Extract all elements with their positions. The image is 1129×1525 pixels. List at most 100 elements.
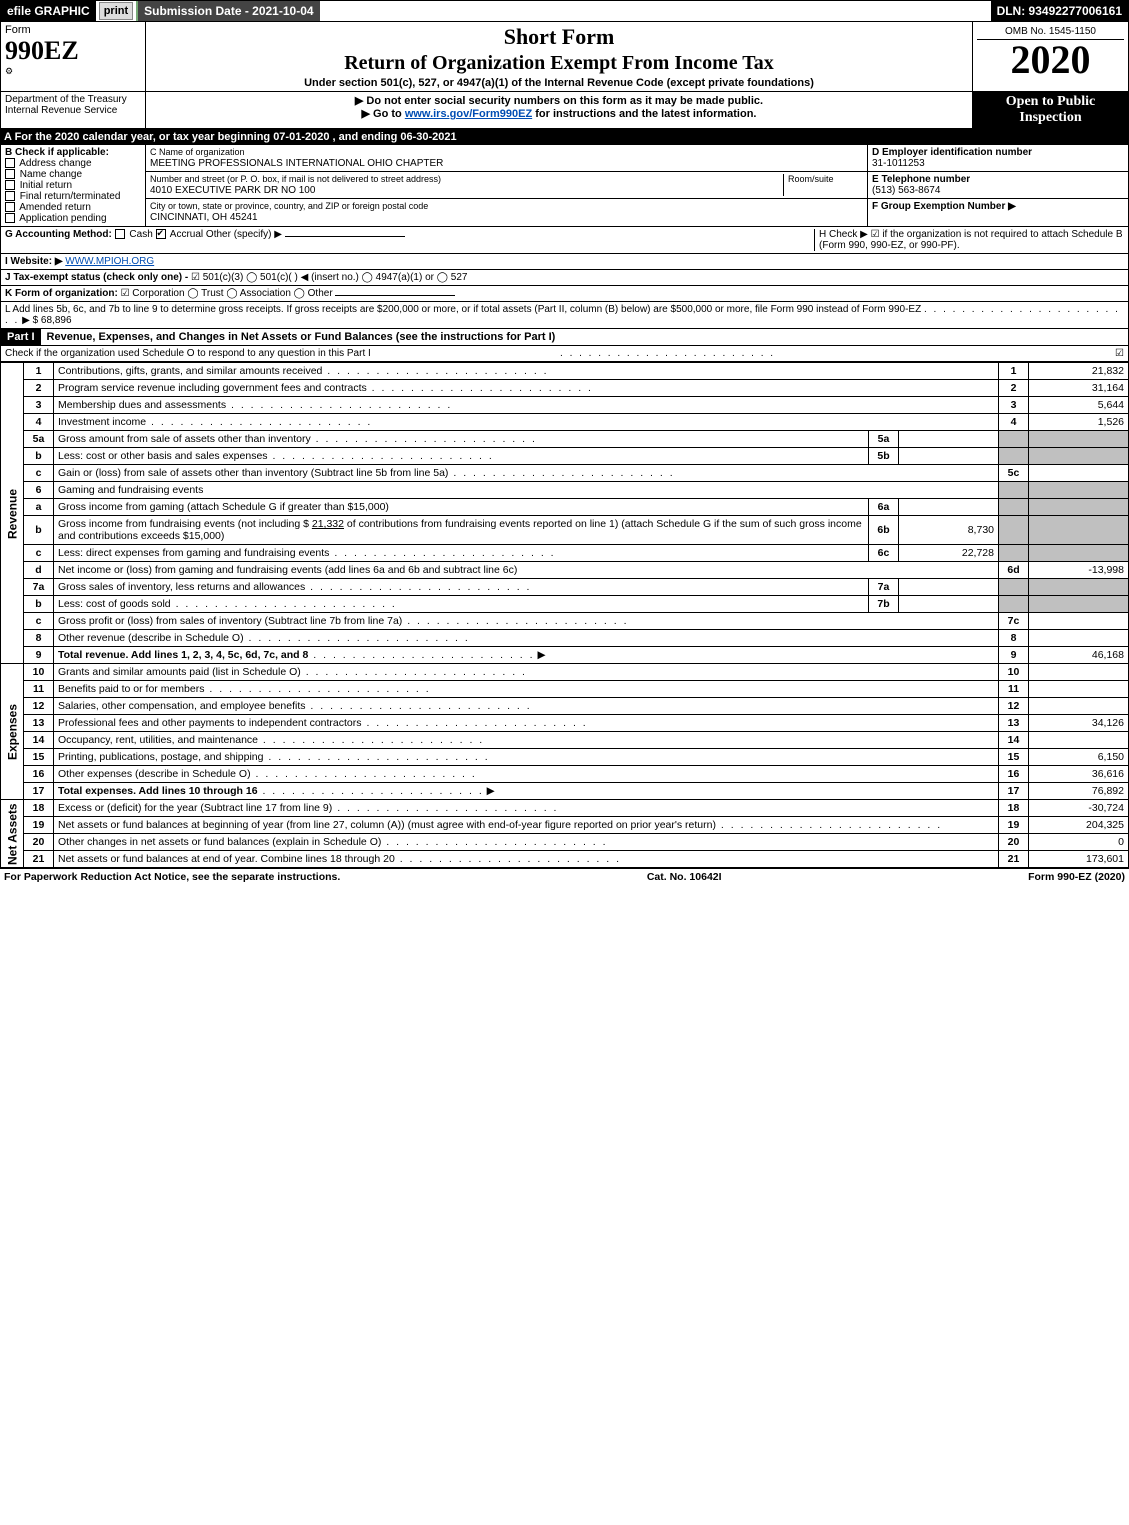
l7c-ref: 7c: [999, 613, 1029, 630]
chk-amended-return[interactable]: [5, 202, 15, 212]
k-label: K Form of organization:: [5, 288, 118, 299]
tax-year: 2020: [977, 40, 1124, 80]
note-goto-prefix: ▶ Go to: [362, 108, 405, 120]
l7b-desc: Less: cost of goods sold: [58, 598, 171, 610]
l9-num: 9: [24, 647, 54, 664]
l7a-subamt: [899, 579, 999, 596]
lbl-other: Other (specify) ▶: [206, 229, 282, 240]
l8-amt: [1029, 630, 1129, 647]
l7c-num: c: [24, 613, 54, 630]
l7c-desc: Gross profit or (loss) from sales of inv…: [58, 615, 402, 627]
chk-address-change[interactable]: [5, 158, 15, 168]
l14-amt: [1029, 732, 1129, 749]
efile-label: efile GRAPHIC: [1, 1, 96, 21]
l2-ref: 2: [999, 380, 1029, 397]
form-word: Form: [5, 24, 141, 36]
k-other-input[interactable]: [335, 295, 455, 296]
l21-ref: 21: [999, 851, 1029, 868]
chk-final-return[interactable]: [5, 191, 15, 201]
l10-amt: [1029, 664, 1129, 681]
l7b-num: b: [24, 596, 54, 613]
box-b: B Check if applicable: Address change Na…: [1, 145, 146, 226]
l5b-sub: 5b: [869, 448, 899, 465]
l2-desc: Program service revenue including govern…: [58, 382, 367, 394]
tax-period-bar: A For the 2020 calendar year, or tax yea…: [0, 129, 1129, 145]
l5a-num: 5a: [24, 431, 54, 448]
chk-initial-return[interactable]: [5, 180, 15, 190]
i-label: I Website: ▶: [5, 256, 63, 267]
chk-accrual[interactable]: [156, 229, 166, 239]
return-title: Return of Organization Exempt From Incom…: [150, 52, 968, 75]
l5a-sub: 5a: [869, 431, 899, 448]
l13-amt: 34,126: [1029, 715, 1129, 732]
j-opt2: ◯ 501(c)( ) ◀ (insert no.): [246, 272, 359, 283]
l15-num: 15: [24, 749, 54, 766]
form-header-row2: Department of the Treasury Internal Reve…: [0, 92, 1129, 129]
lines-table: Revenue 1 Contributions, gifts, grants, …: [0, 362, 1129, 868]
lbl-initial-return: Initial return: [20, 180, 72, 191]
city-label: City or town, state or province, country…: [150, 201, 428, 211]
l15-amt: 6,150: [1029, 749, 1129, 766]
l12-desc: Salaries, other compensation, and employ…: [58, 700, 305, 712]
line-l: L Add lines 5b, 6c, and 7b to line 9 to …: [0, 302, 1129, 329]
l7b-sub: 7b: [869, 596, 899, 613]
j-opt3: ◯ 4947(a)(1) or: [362, 272, 434, 283]
box-b-label: B Check if applicable:: [5, 147, 109, 158]
l19-desc: Net assets or fund balances at beginning…: [58, 819, 716, 831]
org-info-section: B Check if applicable: Address change Na…: [0, 145, 1129, 227]
l14-num: 14: [24, 732, 54, 749]
l7a-sub: 7a: [869, 579, 899, 596]
l6b-sub: 6b: [869, 516, 899, 545]
l18-desc: Excess or (deficit) for the year (Subtra…: [58, 802, 332, 814]
l12-ref: 12: [999, 698, 1029, 715]
lbl-name-change: Name change: [20, 169, 82, 180]
l6a-desc: Gross income from gaming (attach Schedul…: [58, 501, 389, 513]
ein-value: 31-1011253: [872, 158, 925, 169]
lbl-accrual: Accrual: [170, 229, 203, 240]
l5b-desc: Less: cost or other basis and sales expe…: [58, 450, 268, 462]
j-label: J Tax-exempt status (check only one) -: [5, 272, 188, 283]
under-section: Under section 501(c), 527, or 4947(a)(1)…: [150, 77, 968, 89]
l6b-desc1: Gross income from fundraising events (no…: [58, 518, 312, 530]
box-c: C Name of organization MEETING PROFESSIO…: [146, 145, 868, 226]
l5a-desc: Gross amount from sale of assets other t…: [58, 433, 311, 445]
l11-ref: 11: [999, 681, 1029, 698]
l11-desc: Benefits paid to or for members: [58, 683, 204, 695]
h-text: H Check ▶ ☑ if the organization is not r…: [819, 229, 1123, 251]
top-bar: efile GRAPHIC print Submission Date - 20…: [0, 0, 1129, 22]
l1-ref: 1: [999, 363, 1029, 380]
chk-application-pending[interactable]: [5, 213, 15, 223]
chk-name-change[interactable]: [5, 169, 15, 179]
line-k: K Form of organization: ☑ Corporation ◯ …: [0, 286, 1129, 302]
side-revenue: Revenue: [1, 363, 24, 664]
l4-num: 4: [24, 414, 54, 431]
l6a-subamt: [899, 499, 999, 516]
line-i: I Website: ▶ WWW.MPIOH.ORG: [0, 254, 1129, 270]
lbl-amended-return: Amended return: [19, 202, 91, 213]
l10-ref: 10: [999, 664, 1029, 681]
org-address: 4010 EXECUTIVE PARK DR NO 100: [150, 185, 315, 196]
other-specify-input[interactable]: [285, 236, 405, 237]
line-g-h: G Accounting Method: Cash Accrual Other …: [0, 227, 1129, 254]
print-button[interactable]: print: [99, 2, 133, 20]
l19-amt: 204,325: [1029, 817, 1129, 834]
l14-desc: Occupancy, rent, utilities, and maintena…: [58, 734, 258, 746]
l6d-desc: Net income or (loss) from gaming and fun…: [58, 564, 517, 576]
part1-check-row: Check if the organization used Schedule …: [0, 346, 1129, 362]
chk-cash[interactable]: [115, 229, 125, 239]
box-def: D Employer identification number 31-1011…: [868, 145, 1128, 226]
l3-ref: 3: [999, 397, 1029, 414]
side-expenses: Expenses: [1, 664, 24, 800]
l6c-num: c: [24, 545, 54, 562]
l17-ref: 17: [999, 783, 1029, 800]
l10-desc: Grants and similar amounts paid (list in…: [58, 666, 301, 678]
l6c-desc: Less: direct expenses from gaming and fu…: [58, 547, 329, 559]
l6b-subamt: 8,730: [899, 516, 999, 545]
l20-ref: 20: [999, 834, 1029, 851]
l16-ref: 16: [999, 766, 1029, 783]
website-link[interactable]: WWW.MPIOH.ORG: [65, 256, 154, 267]
l6b-num: b: [24, 516, 54, 545]
irs-link[interactable]: www.irs.gov/Form990EZ: [405, 108, 532, 120]
org-name: MEETING PROFESSIONALS INTERNATIONAL OHIO…: [150, 158, 443, 169]
part1-title: Revenue, Expenses, and Changes in Net As…: [41, 329, 1128, 345]
